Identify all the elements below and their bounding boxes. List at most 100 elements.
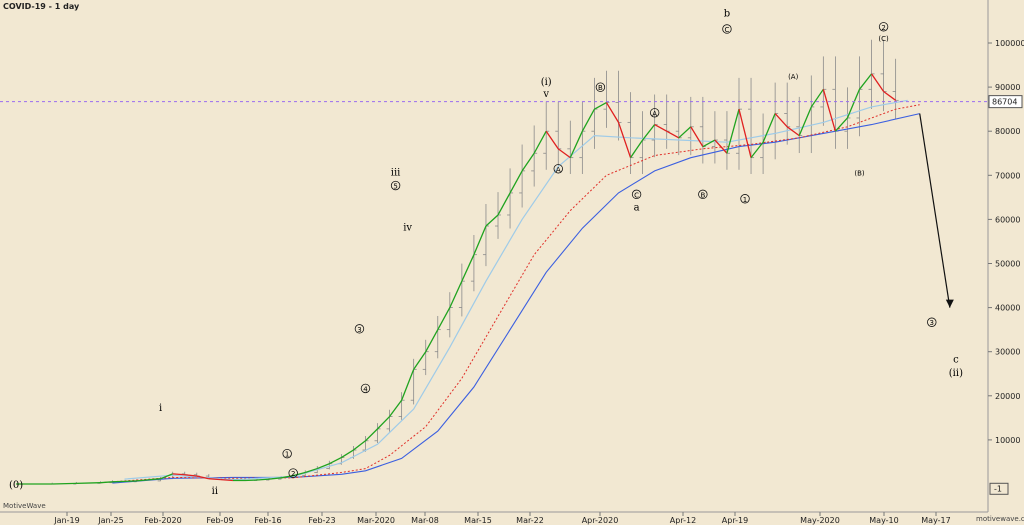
price-segment [341, 449, 354, 459]
chart-title: COVID-19 - 1 day [3, 2, 80, 11]
price-segment [317, 463, 330, 470]
price-segment [305, 467, 318, 474]
price-segment [846, 89, 861, 119]
x-tick-label: Feb-2020 [144, 516, 181, 525]
price-segment [738, 108, 752, 158]
y-tick-label: 50000 [995, 260, 1020, 269]
y-tick-label: 70000 [995, 171, 1020, 180]
price-segment [762, 113, 776, 143]
projection-arrowhead [945, 299, 954, 308]
wave-circle [698, 189, 708, 200]
wave-circle [927, 317, 937, 327]
wave-label: (A) [788, 73, 799, 81]
price-segment [353, 440, 366, 451]
price-segment [413, 351, 427, 370]
price-segment [834, 117, 848, 132]
price-segment [269, 477, 282, 480]
y-axis: 10000 20000 30000 40000 50000 60000 70000 80000… [988, 39, 1024, 495]
wave-label: v [542, 89, 549, 100]
wave-circle [553, 164, 563, 174]
price-segment [521, 152, 535, 172]
wave-circle [354, 324, 365, 334]
price-segment [870, 73, 885, 92]
price-segment [160, 473, 173, 480]
price-segment [569, 130, 583, 158]
wave-circle [740, 194, 750, 204]
price-segment [786, 126, 800, 137]
y-tick-label: 60000 [995, 215, 1020, 224]
price-segment [774, 113, 788, 128]
y-tick-label: 40000 [995, 304, 1020, 313]
price-segment [377, 416, 391, 430]
wave-label: 1 [743, 196, 747, 204]
wave-circle [360, 383, 371, 394]
wave-label: A [652, 110, 657, 118]
x-tick-label: Jan-19 [53, 516, 79, 525]
price-segment [810, 88, 824, 108]
wave-label: B [700, 191, 705, 199]
wave-label: 2 [881, 24, 885, 32]
price-segment [256, 478, 270, 481]
price-segment [389, 399, 403, 417]
price-bars [49, 39, 899, 485]
x-tick-label: May-17 [921, 516, 950, 525]
price-segment [76, 482, 101, 484]
price-segment [617, 122, 632, 158]
price-segment [208, 478, 221, 481]
x-tick-label: Mar-22 [516, 516, 544, 525]
wave-circle [390, 180, 401, 191]
wave-circle [631, 189, 642, 200]
x-tick-label: Apr-12 [670, 516, 696, 525]
projection-arrow [919, 113, 951, 308]
plot-area [0, 0, 988, 512]
wave-label: iv [403, 222, 412, 233]
wave-circle [288, 468, 298, 478]
ma-mid-line [100, 104, 920, 484]
price-segment [630, 139, 644, 159]
price-segment [172, 473, 185, 476]
wave-label: (i) [541, 77, 552, 88]
x-tick-label: May-10 [869, 516, 898, 525]
price-segment [714, 139, 728, 154]
wave-label: 3 [357, 326, 361, 334]
price-segment [642, 124, 656, 141]
watermark: MotiveWave [3, 502, 46, 510]
wave-label: A [556, 166, 561, 174]
wave-label: c [953, 355, 959, 366]
x-tick-label: Feb-23 [308, 516, 335, 525]
wave-label: (0) [9, 480, 23, 491]
price-segment [798, 106, 812, 136]
price-segment [497, 192, 511, 216]
price-segment [473, 225, 487, 255]
wave-circle [282, 448, 292, 459]
price-segment [52, 482, 77, 485]
price-segment [726, 108, 740, 154]
price-segment [822, 89, 837, 132]
price-segment [702, 139, 716, 148]
price-segment [858, 73, 873, 90]
x-axis: Jan-19 Jan-25 Feb-2020 Feb-09 Feb-16 Feb-23 Ma… [53, 512, 951, 525]
price-segment [654, 124, 668, 132]
current-value-label: 86704 [992, 98, 1017, 107]
price-segment [533, 130, 547, 154]
axis-min-label: -1 [994, 484, 1002, 493]
ma-fast-line [124, 99, 908, 481]
wave-label: C [724, 26, 729, 34]
price-segment [365, 428, 378, 442]
wave-labels: (0)iiiiiiiv(i)vabc(ii)12345ABCABC123(A)(… [9, 9, 963, 498]
price-segment [666, 130, 680, 139]
wave-label: C [634, 191, 639, 199]
x-tick-label: Apr-19 [722, 516, 748, 525]
price-segment [220, 478, 233, 482]
price-segment [690, 126, 704, 147]
price-segment [329, 456, 342, 465]
wave-label: 5 [393, 183, 397, 191]
x-tick-label: Mar-2020 [357, 516, 395, 525]
price-segment [509, 170, 523, 194]
wave-label: b [724, 9, 730, 20]
price-segment [293, 471, 306, 477]
wave-label: 4 [363, 385, 368, 393]
current-value-box [988, 95, 1023, 109]
